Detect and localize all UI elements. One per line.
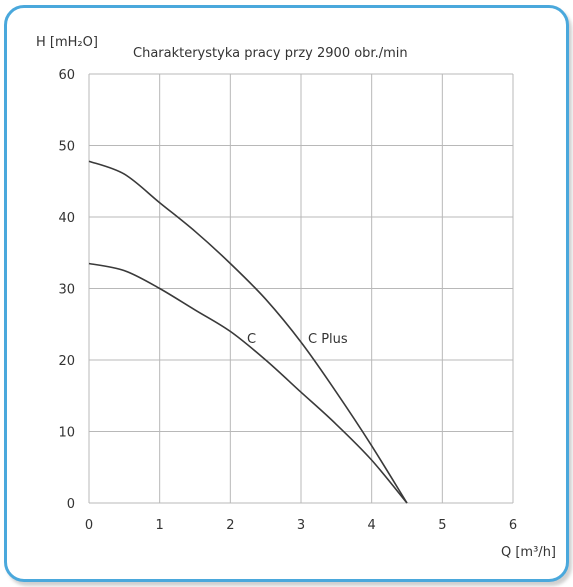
- series-line-c: [88, 262, 408, 504]
- y-axis-label: H [mH₂O]: [36, 35, 98, 50]
- series-line-c-plus: [88, 160, 408, 504]
- chart-title: Charakterystyka pracy przy 2900 obr./min: [133, 46, 408, 61]
- grid: [88, 73, 514, 504]
- y-tick-label: 0: [67, 497, 75, 512]
- series-label-c: C: [247, 332, 256, 347]
- y-tick-label: 30: [58, 283, 75, 298]
- x-tick-label: 5: [438, 518, 446, 533]
- x-tick-label: 0: [85, 518, 93, 533]
- x-tick-label: 4: [368, 518, 376, 533]
- y-tick-label: 60: [58, 68, 75, 83]
- y-tick-label: 40: [58, 211, 75, 226]
- x-axis-label: Q [m³/h]: [501, 545, 556, 560]
- chart-frame: [4, 5, 569, 582]
- series-label-c-plus: C Plus: [308, 332, 348, 347]
- x-tick-label: 3: [297, 518, 305, 533]
- x-tick-label: 2: [226, 518, 234, 533]
- curves: [88, 160, 408, 504]
- x-tick-label: 1: [156, 518, 164, 533]
- y-tick-label: 20: [58, 354, 75, 369]
- y-tick-label: 50: [58, 140, 75, 155]
- x-tick-label: 6: [509, 518, 517, 533]
- y-tick-label: 10: [58, 426, 75, 441]
